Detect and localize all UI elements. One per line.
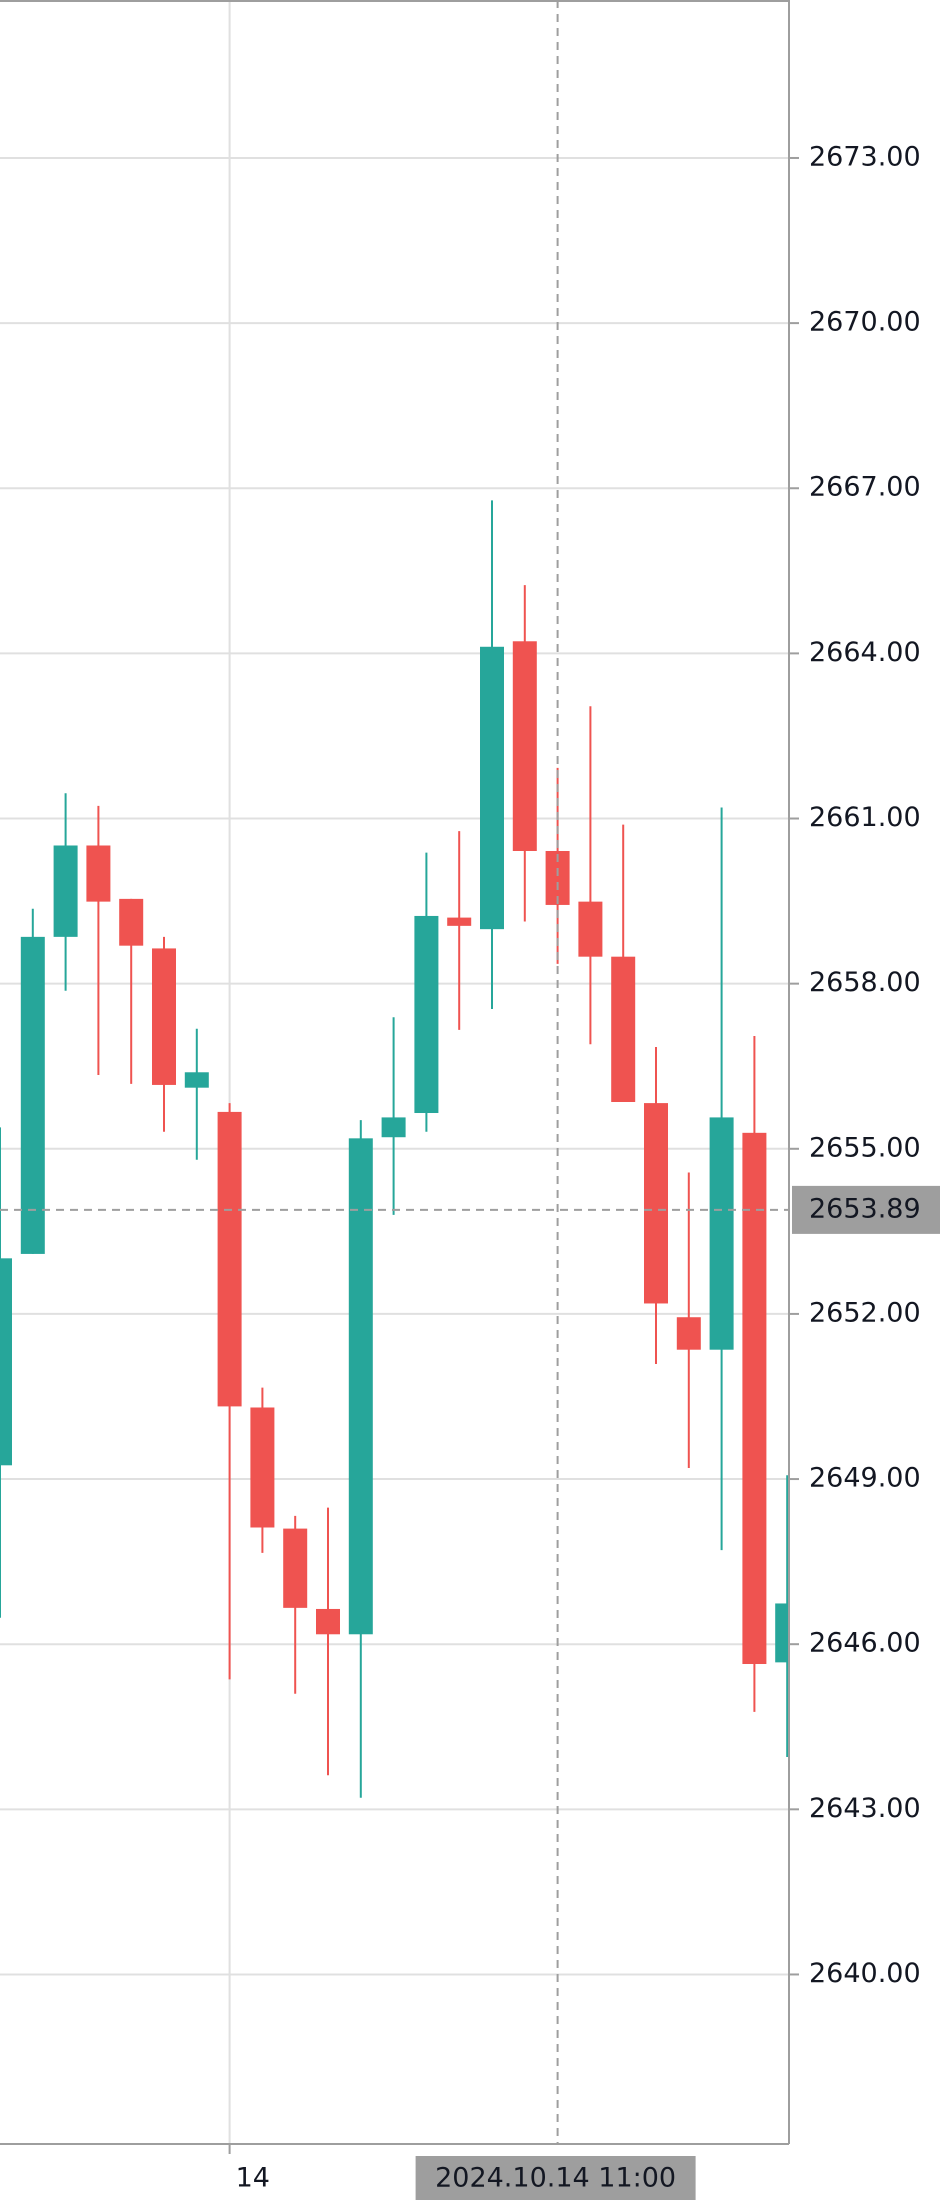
candle-body xyxy=(414,915,439,1114)
candle-body xyxy=(480,646,504,930)
candle-body xyxy=(0,1258,12,1466)
y-tick-label: 2649.00 xyxy=(809,1463,921,1494)
crosshair-time-label: 2024.10.14 11:00 xyxy=(435,2163,676,2194)
candle-body xyxy=(250,1407,275,1528)
crosshair-price-label: 2653.89 xyxy=(809,1193,921,1224)
candle-body xyxy=(184,1072,209,1088)
y-tick-label: 2673.00 xyxy=(809,141,921,172)
candle-body xyxy=(611,956,636,1102)
y-tick-label: 2670.00 xyxy=(809,307,921,338)
y-tick-label: 2652.00 xyxy=(809,1297,921,1328)
candle-body xyxy=(283,1528,308,1608)
candle-body xyxy=(119,898,144,946)
candle-body xyxy=(316,1608,340,1635)
crosshair-price-box xyxy=(792,1185,940,1234)
candle-body xyxy=(447,917,472,926)
candle-body xyxy=(709,1117,734,1350)
candle-body xyxy=(53,845,78,937)
candle-body xyxy=(742,1132,767,1665)
y-tick-label: 2667.00 xyxy=(809,472,921,503)
candle-body xyxy=(578,901,603,957)
y-tick-label: 2646.00 xyxy=(809,1628,921,1659)
y-tick-label: 2664.00 xyxy=(809,637,921,668)
candle-body xyxy=(348,1138,373,1635)
axis-background xyxy=(790,0,949,2144)
y-tick-label: 2661.00 xyxy=(809,802,921,833)
y-tick-label: 2643.00 xyxy=(809,1793,921,1824)
candle-body xyxy=(381,1117,406,1138)
y-tick-label: 2655.00 xyxy=(809,1132,921,1163)
y-tick-label: 2658.00 xyxy=(809,967,921,998)
candle-body xyxy=(676,1317,701,1350)
candle-body xyxy=(20,936,45,1254)
candle-body xyxy=(512,641,537,851)
candle-body xyxy=(644,1103,668,1304)
candle-body xyxy=(86,845,111,902)
crosshair-time-box xyxy=(415,2156,696,2200)
x-tick-label: 14 xyxy=(236,2163,270,2194)
candle-body xyxy=(217,1111,242,1407)
y-tick-label: 2640.00 xyxy=(809,1958,921,1989)
candle-body xyxy=(152,948,176,1085)
